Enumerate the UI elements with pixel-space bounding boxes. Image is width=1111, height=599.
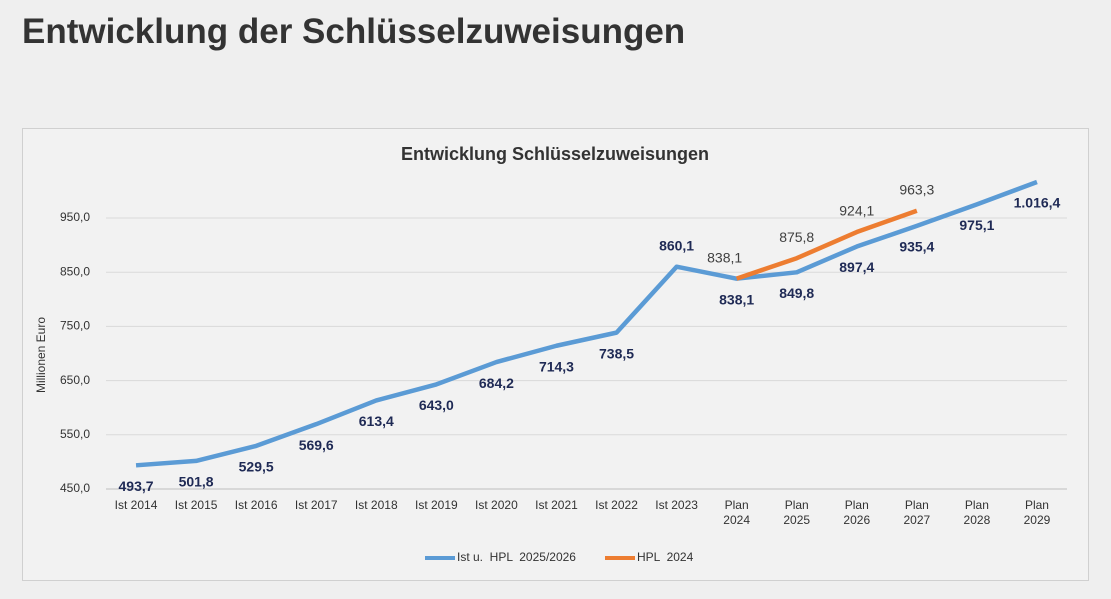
data-label: 684,2 [479,375,514,391]
data-label: 501,8 [179,474,214,490]
data-label: 714,3 [539,358,574,374]
y-tick-label: 550,0 [60,427,90,441]
data-label: 860,1 [659,237,694,253]
x-tick-label: Ist 2023 [655,498,698,512]
data-label: 569,6 [299,437,334,453]
x-tick-label: Ist 2021 [535,498,578,512]
chart-title: Entwicklung Schlüsselzuweisungen [401,144,709,164]
data-label: 493,7 [119,478,154,494]
y-tick-label: 450,0 [60,481,90,495]
x-tick-label: Plan 2029 [1023,498,1051,527]
data-label: 875,8 [779,229,814,245]
data-label: 963,3 [899,181,934,197]
y-tick-label: 650,0 [60,373,90,387]
x-tick-label: Ist 2015 [174,498,218,512]
chart-panel [22,128,1089,581]
x-tick-label: Ist 2018 [354,498,398,512]
data-label: 1.016,4 [1014,195,1061,211]
data-label: 849,8 [779,285,814,301]
legend-label: HPL 2024 [637,550,694,564]
y-axis-label: Millionen Euro [34,317,48,393]
y-tick-label: 750,0 [60,319,90,333]
data-label: 838,1 [719,291,754,307]
data-label: 838,1 [707,249,742,265]
y-tick-label: 850,0 [60,264,90,278]
x-tick-label: Ist 2014 [114,498,158,512]
data-label: 613,4 [359,413,394,429]
series-line [135,179,1038,468]
x-tick-label: Plan 2027 [903,498,931,527]
x-tick-label: Ist 2020 [475,498,518,512]
y-tick-label: 950,0 [60,210,90,224]
data-label: 924,1 [839,203,874,219]
x-tick-label: Plan 2026 [843,498,871,527]
data-label: 643,0 [419,397,454,413]
x-tick-label: Plan 2028 [963,498,991,527]
data-label: 975,1 [959,217,994,233]
data-label: 935,4 [899,239,934,255]
data-label: 897,4 [839,259,874,275]
x-tick-label: Ist 2017 [294,498,338,512]
x-tick-label: Ist 2022 [595,498,638,512]
page-title: Entwicklung der Schlüsselzuweisungen [22,12,686,51]
data-label: 529,5 [239,459,274,475]
data-label: 738,5 [599,345,634,361]
series-line [735,208,918,281]
x-tick-label: Ist 2016 [234,498,278,512]
x-tick-label: Plan 2025 [783,498,811,527]
x-tick-label: Plan 2024 [723,498,750,527]
x-tick-label: Ist 2019 [414,498,458,512]
legend-label: Ist u. HPL 2025/2026 [457,550,576,564]
